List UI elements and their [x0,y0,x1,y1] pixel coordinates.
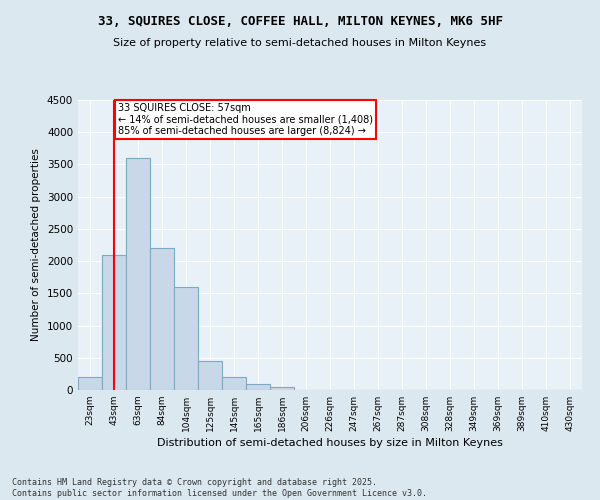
Bar [222,377,246,390]
Y-axis label: Number of semi-detached properties: Number of semi-detached properties [31,148,41,342]
Bar [270,387,294,390]
Bar [198,361,222,390]
Bar [246,384,270,390]
Text: Contains HM Land Registry data © Crown copyright and database right 2025.
Contai: Contains HM Land Registry data © Crown c… [12,478,427,498]
Text: 33 SQUIRES CLOSE: 57sqm
← 14% of semi-detached houses are smaller (1,408)
85% of: 33 SQUIRES CLOSE: 57sqm ← 14% of semi-de… [118,103,373,136]
Bar [150,248,174,390]
Bar [126,158,150,390]
Bar [174,287,198,390]
Text: 33, SQUIRES CLOSE, COFFEE HALL, MILTON KEYNES, MK6 5HF: 33, SQUIRES CLOSE, COFFEE HALL, MILTON K… [97,15,503,28]
X-axis label: Distribution of semi-detached houses by size in Milton Keynes: Distribution of semi-detached houses by … [157,438,503,448]
Bar [102,254,126,390]
Bar [78,377,102,390]
Text: Size of property relative to semi-detached houses in Milton Keynes: Size of property relative to semi-detach… [113,38,487,48]
